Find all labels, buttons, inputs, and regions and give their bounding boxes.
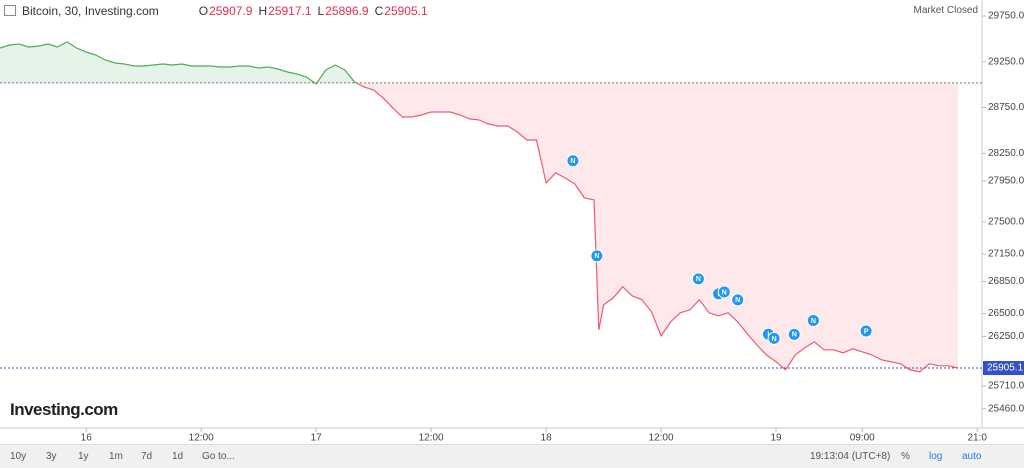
y-tick-label: 26500.0 (988, 308, 1024, 319)
y-tick-label: 27150.0 (988, 249, 1024, 260)
close-label: C (374, 4, 384, 18)
range-button[interactable]: 3y (46, 451, 57, 462)
event-label: N (594, 253, 599, 260)
open-label: O (198, 4, 209, 18)
event-label: N (811, 318, 816, 325)
event-marker[interactable]: N (767, 331, 781, 345)
header: Bitcoin, 30, Investing.com O25907.9 H25917… (4, 4, 434, 18)
y-tick-label: 28250.0 (988, 148, 1024, 159)
percent-toggle[interactable]: % (901, 451, 910, 462)
event-circle (691, 272, 705, 286)
low-value: 25896.9 (325, 4, 369, 18)
x-tick-label: 19 (770, 433, 782, 444)
event-marker[interactable]: N (806, 313, 820, 327)
goto-button[interactable]: Go to... (202, 451, 235, 462)
x-tick-label: 12:00 (649, 433, 674, 444)
event-circle (806, 313, 820, 327)
event-marker[interactable]: N (731, 293, 745, 307)
event-circle (859, 324, 873, 338)
event-circle (731, 293, 745, 307)
event-marker[interactable]: P (859, 324, 873, 338)
y-tick-label: 25710.0 (988, 381, 1024, 392)
y-tick-label: 28750.0 (988, 102, 1024, 113)
event-label: N (735, 297, 740, 304)
market-status: Market Closed (913, 5, 978, 16)
high-label: H (258, 4, 268, 18)
event-marker[interactable]: N (691, 272, 705, 286)
x-tick-label: 12:00 (189, 433, 214, 444)
y-tick-label: 27950.0 (988, 175, 1024, 186)
x-tick-label: 17 (311, 433, 323, 444)
close-value: 25905.1 (384, 4, 428, 18)
range-button[interactable]: 1d (172, 451, 184, 462)
y-tick-label: 26850.0 (988, 276, 1024, 287)
event-label: P (864, 328, 869, 335)
low-label: L (317, 4, 325, 18)
x-tick-label: 12:00 (419, 433, 444, 444)
toolbar: 10y 3y 1y 1m 7d 1d Go to... 19:13:04 (UT… (0, 444, 1024, 468)
auto-toggle[interactable]: auto (962, 451, 982, 462)
event-circle (787, 327, 801, 341)
x-tick-label: 09:00 (850, 433, 875, 444)
current-price-box (983, 361, 1024, 376)
event-marker[interactable]: N (590, 249, 604, 263)
range-button[interactable]: 1y (78, 451, 89, 462)
event-label: N (772, 336, 777, 343)
x-tick-label: 21:0 (967, 433, 987, 444)
event-circle (767, 331, 781, 345)
title: Bitcoin, 30, Investing.com (22, 4, 159, 18)
y-tick-label: 27500.0 (988, 217, 1024, 228)
event-circle (590, 249, 604, 263)
x-tick-label: 18 (541, 433, 553, 444)
clock: 19:13:04 (UTC+8) (810, 451, 891, 462)
chart: 29750.0 29250.0 28750.0 28250.0 27950.0 27500… (0, 0, 1024, 444)
y-tick-label: 26250.0 (988, 331, 1024, 342)
event-marker[interactable]: N (566, 154, 580, 168)
event-label: N (792, 332, 797, 339)
y-tick-label: 25460.0 (988, 403, 1024, 414)
event-label: N (696, 276, 701, 283)
high-value: 25917.1 (268, 4, 312, 18)
y-tick-label: 29250.0 (988, 56, 1024, 67)
event-marker[interactable]: N (717, 285, 731, 299)
current-price-label: 25905.1 (987, 363, 1024, 374)
range-button[interactable]: 10y (10, 451, 27, 462)
event-circle (717, 285, 731, 299)
log-toggle[interactable]: log (929, 451, 943, 462)
event-label: N (722, 289, 727, 296)
y-tick-label: 29750.0 (988, 11, 1024, 22)
open-value: 25907.9 (209, 4, 253, 18)
x-tick-label: 16 (81, 433, 93, 444)
event-label: I (767, 332, 769, 339)
range-button[interactable]: 7d (141, 451, 153, 462)
menu-icon (4, 5, 16, 16)
event-circle (566, 154, 580, 168)
event-marker[interactable]: N (787, 327, 801, 341)
price-line (0, 41, 959, 373)
event-label: N (570, 158, 575, 165)
range-button[interactable]: 1m (109, 451, 123, 462)
logo: Investing.com (10, 400, 118, 419)
